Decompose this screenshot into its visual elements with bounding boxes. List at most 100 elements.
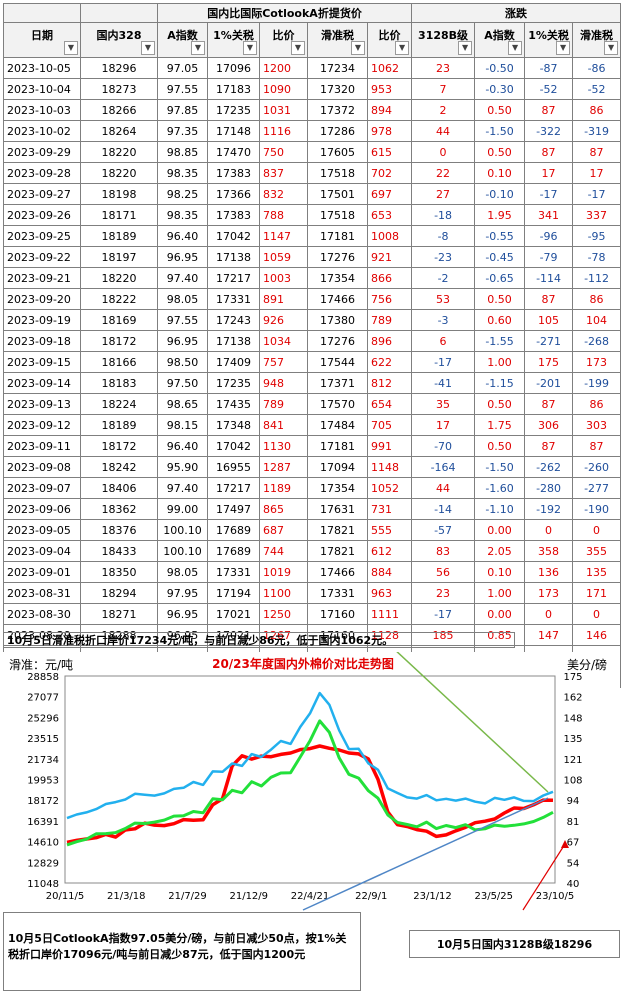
table-cell[interactable]: 17409 <box>207 351 260 373</box>
table-cell[interactable]: -192 <box>524 498 574 520</box>
table-cell[interactable]: 1250 <box>259 603 308 625</box>
table-cell[interactable]: -17 <box>411 603 476 625</box>
table-cell[interactable]: -57 <box>411 519 476 541</box>
table-cell[interactable]: -96 <box>524 225 574 247</box>
table-cell[interactable]: -0.30 <box>474 78 526 100</box>
table-cell[interactable]: 173 <box>572 351 622 373</box>
table-cell[interactable]: 105 <box>524 309 574 331</box>
table-cell[interactable]: 97.95 <box>157 582 208 604</box>
table-cell[interactable]: 18264 <box>80 120 158 142</box>
table-cell[interactable]: 2023-10-03 <box>3 99 81 121</box>
table-cell[interactable]: 18406 <box>80 477 158 499</box>
table-cell[interactable]: 17042 <box>207 225 260 247</box>
table-cell[interactable]: 17183 <box>207 78 260 100</box>
table-cell[interactable]: 97.40 <box>157 267 208 289</box>
table-cell[interactable]: 2023-10-05 <box>3 57 81 79</box>
table-cell[interactable]: 0.00 <box>474 603 526 625</box>
table-cell[interactable]: 1008 <box>366 225 413 247</box>
table-cell[interactable]: 17194 <box>207 582 260 604</box>
table-cell[interactable]: 0.50 <box>474 288 526 310</box>
table-cell[interactable]: -8 <box>411 225 476 247</box>
table-cell[interactable]: 98.15 <box>157 414 208 436</box>
filter-dropdown-icon[interactable]: ▼ <box>191 41 205 55</box>
table-cell[interactable]: 18350 <box>80 561 158 583</box>
table-cell[interactable]: 1031 <box>259 99 308 121</box>
table-cell[interactable]: 17021 <box>207 603 260 625</box>
table-cell[interactable]: 17348 <box>207 414 260 436</box>
table-cell[interactable]: 97.05 <box>157 57 208 79</box>
table-cell[interactable]: 1.00 <box>474 582 526 604</box>
table-cell[interactable]: 1052 <box>366 477 413 499</box>
table-cell[interactable]: -0.10 <box>474 183 526 205</box>
table-cell[interactable]: 788 <box>259 204 308 226</box>
table-cell[interactable]: 355 <box>572 540 622 562</box>
table-cell[interactable]: 865 <box>259 498 308 520</box>
table-cell[interactable]: 2 <box>411 99 476 121</box>
table-cell[interactable]: 1148 <box>366 456 413 478</box>
filter-dropdown-icon[interactable]: ▼ <box>508 41 523 55</box>
table-cell[interactable]: 97.55 <box>157 78 208 100</box>
table-cell[interactable]: -52 <box>572 78 622 100</box>
table-cell[interactable]: 17380 <box>307 309 368 331</box>
table-cell[interactable]: 17 <box>524 162 574 184</box>
table-cell[interactable]: 44 <box>411 477 476 499</box>
table-cell[interactable]: 1130 <box>259 435 308 457</box>
table-cell[interactable]: 896 <box>366 330 413 352</box>
table-cell[interactable]: 17631 <box>307 498 368 520</box>
table-cell[interactable]: 98.50 <box>157 351 208 373</box>
table-cell[interactable]: 87 <box>524 288 574 310</box>
table-cell[interactable]: 306 <box>524 414 574 436</box>
table-cell[interactable]: 17354 <box>307 267 368 289</box>
table-cell[interactable]: 18189 <box>80 225 158 247</box>
table-cell[interactable]: 98.05 <box>157 561 208 583</box>
table-cell[interactable]: 18183 <box>80 372 158 394</box>
table-cell[interactable]: -17 <box>524 183 574 205</box>
table-cell[interactable]: 789 <box>259 393 308 415</box>
table-cell[interactable]: 555 <box>366 519 413 541</box>
table-cell[interactable]: 17094 <box>307 456 368 478</box>
table-cell[interactable]: 1.00 <box>474 351 526 373</box>
table-cell[interactable]: 2023-08-29 <box>3 624 81 646</box>
table-cell[interactable]: 17331 <box>307 582 368 604</box>
table-cell[interactable]: 615 <box>366 141 413 163</box>
table-cell[interactable]: 146 <box>572 624 622 646</box>
table-cell[interactable]: 86 <box>572 288 622 310</box>
table-cell[interactable]: 654 <box>366 393 413 415</box>
table-cell[interactable]: 17466 <box>307 288 368 310</box>
table-cell[interactable]: 612 <box>366 540 413 562</box>
table-cell[interactable]: 0 <box>524 603 574 625</box>
table-cell[interactable]: 2023-09-22 <box>3 246 81 268</box>
table-cell[interactable]: 18169 <box>80 309 158 331</box>
table-cell[interactable]: 18220 <box>80 267 158 289</box>
table-cell[interactable]: 17371 <box>307 372 368 394</box>
table-cell[interactable]: -1.50 <box>474 456 526 478</box>
table-cell[interactable]: -114 <box>524 267 574 289</box>
table-cell[interactable]: 841 <box>259 414 308 436</box>
table-cell[interactable]: 866 <box>366 267 413 289</box>
table-cell[interactable]: 17689 <box>207 540 260 562</box>
table-cell[interactable]: 1111 <box>366 603 413 625</box>
table-cell[interactable]: 2023-10-04 <box>3 78 81 100</box>
table-cell[interactable]: -17 <box>411 351 476 373</box>
table-cell[interactable]: 83 <box>411 540 476 562</box>
table-cell[interactable]: 17354 <box>307 477 368 499</box>
table-cell[interactable]: 87 <box>572 435 622 457</box>
table-cell[interactable]: -17 <box>572 183 622 205</box>
table-cell[interactable]: 17 <box>411 414 476 436</box>
table-cell[interactable]: 17689 <box>207 519 260 541</box>
table-cell[interactable]: -190 <box>572 498 622 520</box>
table-cell[interactable]: 44 <box>411 120 476 142</box>
table-cell[interactable]: -14 <box>411 498 476 520</box>
table-cell[interactable]: 17138 <box>207 246 260 268</box>
table-cell[interactable]: 622 <box>366 351 413 373</box>
table-cell[interactable]: 136 <box>524 561 574 583</box>
table-cell[interactable]: 17138 <box>207 330 260 352</box>
table-cell[interactable]: 104 <box>572 309 622 331</box>
table-cell[interactable]: 17501 <box>307 183 368 205</box>
table-cell[interactable]: 17243 <box>207 309 260 331</box>
table-cell[interactable]: 86 <box>572 393 622 415</box>
table-cell[interactable]: -1.15 <box>474 372 526 394</box>
table-cell[interactable]: 97.40 <box>157 477 208 499</box>
table-cell[interactable]: 702 <box>366 162 413 184</box>
table-cell[interactable]: 0.50 <box>474 99 526 121</box>
